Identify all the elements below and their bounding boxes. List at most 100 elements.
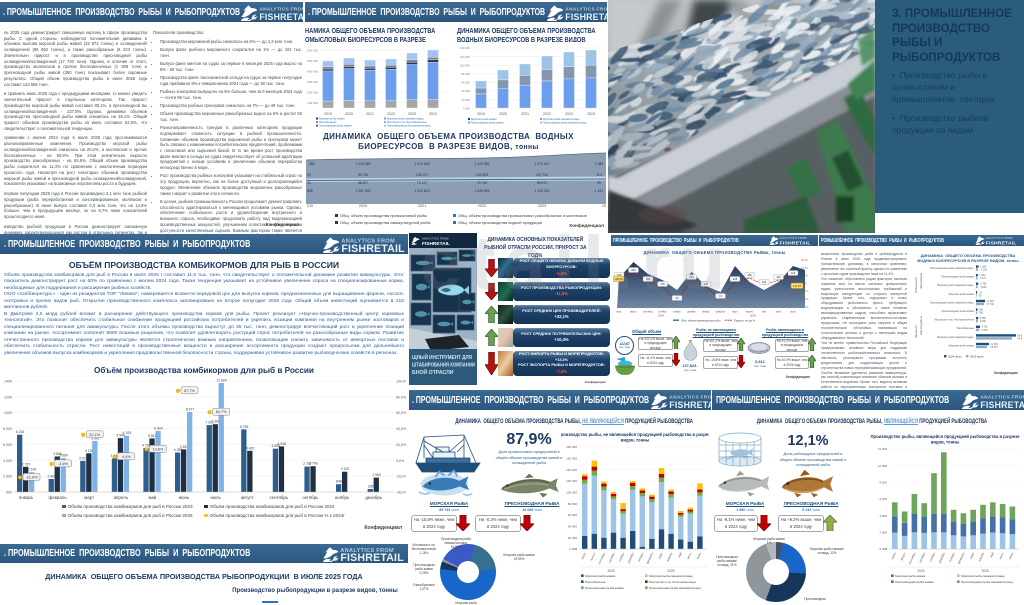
svg-text:60 000: 60 000 bbox=[461, 81, 470, 85]
svg-text:ANALYTICS FROM: ANALYTICS FROM bbox=[341, 238, 395, 244]
svg-text:17 740: 17 740 bbox=[987, 303, 995, 306]
svg-text:Пресноводная рыба свежая/охлаж: Пресноводная рыба свежая/охлажд. bbox=[649, 586, 702, 590]
svg-text:80 8: 80 8 bbox=[1018, 334, 1023, 337]
svg-text:60 000: 60 000 bbox=[568, 513, 578, 517]
svg-text:Морская рыба свежая/охлажд.: Морская рыба свежая/охлажд. bbox=[649, 574, 693, 578]
svg-text:январь: январь bbox=[19, 495, 34, 500]
svg-text:40 000: 40 000 bbox=[568, 525, 578, 529]
svg-text:8 000: 8 000 bbox=[3, 427, 12, 431]
svg-text:январь: январь bbox=[637, 551, 645, 562]
svg-text:FISHRETAIL: FISHRETAIL bbox=[422, 241, 450, 247]
svg-text:0 000: 0 000 bbox=[463, 106, 470, 110]
svg-text:2 000: 2 000 bbox=[3, 475, 12, 479]
svg-text:20: 20 bbox=[602, 204, 606, 208]
svg-text:июль: июль bbox=[580, 551, 587, 560]
svg-text:1 264: 1 264 bbox=[980, 266, 987, 269]
svg-text:FISHRETAIL: FISHRETAIL bbox=[780, 241, 811, 246]
svg-text:2023: 2023 bbox=[538, 204, 546, 208]
svg-text:1 125 320: 1 125 320 bbox=[534, 189, 549, 193]
svg-text:34: 34 bbox=[307, 181, 311, 185]
svg-text:1 384: 1 384 bbox=[595, 162, 604, 166]
svg-text:20 000: 20 000 bbox=[568, 536, 578, 540]
svg-text:ЩНЫЙ ИНСТРУМЕНТ ДЛЯ: ЩНЫЙ ИНСТРУМЕНТ ДЛЯ bbox=[412, 353, 472, 361]
svg-text:1000: 1000 bbox=[4, 411, 12, 415]
svg-text:1 079 812: 1 079 812 bbox=[534, 162, 549, 166]
svg-text:Пресноводная рыба живая: Пресноводная рыба живая bbox=[942, 275, 975, 279]
svg-text:3 372: 3 372 bbox=[79, 456, 88, 460]
svg-text:0: 0 bbox=[885, 547, 887, 551]
svg-text:1400: 1400 bbox=[4, 380, 12, 384]
svg-text:май: май bbox=[677, 551, 683, 558]
svg-text:февраль: февраль bbox=[716, 311, 726, 314]
svg-text:-21,6%: -21,6% bbox=[25, 475, 38, 479]
svg-text:1 210 609: 1 210 609 bbox=[414, 162, 429, 166]
svg-text:160 000: 160 000 bbox=[566, 457, 577, 461]
svg-text:4 196: 4 196 bbox=[85, 449, 94, 453]
svg-text:11 824: 11 824 bbox=[217, 379, 227, 383]
svg-text:Морская рыба живая: Морская рыба живая bbox=[895, 574, 926, 578]
svg-text:6 223: 6 223 bbox=[982, 329, 989, 332]
svg-text:2 146: 2 146 bbox=[28, 468, 37, 472]
svg-text:6 624: 6 624 bbox=[154, 426, 163, 430]
svg-text:1 161: 1 161 bbox=[595, 189, 604, 193]
svg-text:20,0%: 20,0% bbox=[801, 267, 809, 270]
svg-text:80 000: 80 000 bbox=[461, 72, 470, 76]
svg-text:90 726: 90 726 bbox=[358, 173, 368, 177]
svg-text:5 849: 5 849 bbox=[117, 434, 126, 438]
svg-text:ANALYTICS FROM: ANALYTICS FROM bbox=[422, 237, 449, 241]
svg-text:FISHRETAIL: FISHRETAIL bbox=[340, 552, 404, 562]
svg-text:120 000: 120 000 bbox=[566, 479, 577, 483]
svg-text:-3 127: -3 127 bbox=[979, 277, 986, 280]
svg-text:-10,0%: -10,0% bbox=[801, 290, 809, 293]
svg-text:6 000: 6 000 bbox=[3, 443, 12, 447]
svg-text:2 737: 2 737 bbox=[22, 462, 31, 466]
svg-text:2025: 2025 bbox=[981, 569, 988, 573]
svg-text:835: 835 bbox=[307, 189, 313, 193]
svg-text:июнь: июнь bbox=[179, 495, 190, 500]
svg-text:2020: 2020 bbox=[345, 112, 353, 116]
svg-text:Морская рыба живая: Морская рыба живая bbox=[949, 343, 975, 347]
svg-text:Морская рыба свежая/охлажд.: Морская рыба свежая/охлажд. bbox=[387, 117, 424, 121]
svg-text:ANALYTICS FROM: ANALYTICS FROM bbox=[565, 6, 607, 12]
svg-text:1 931: 1 931 bbox=[979, 274, 986, 277]
svg-text:Пресноводная рыба свежая/охлаж: Пресноводная рыба свежая/охлажд. bbox=[930, 300, 974, 304]
svg-text:4 467: 4 467 bbox=[246, 446, 255, 450]
svg-text:сентябрь: сентябрь bbox=[907, 551, 916, 565]
svg-text:200 000: 200 000 bbox=[307, 91, 318, 95]
svg-text:Ракообразные: Ракообразные bbox=[585, 580, 606, 584]
svg-text:март: март bbox=[969, 551, 976, 559]
svg-text:1 061 902: 1 061 902 bbox=[355, 189, 370, 193]
svg-text:2022: 2022 bbox=[387, 112, 395, 116]
svg-text:2024: 2024 bbox=[607, 569, 614, 573]
svg-text:Моллюски и пр. беспозвоночные: Моллюски и пр. беспозвоночные bbox=[934, 318, 974, 322]
svg-text:386: 386 bbox=[309, 162, 315, 166]
svg-text:июль: июль bbox=[890, 551, 897, 560]
svg-text:50: 50 bbox=[979, 294, 982, 297]
svg-text:4 694: 4 694 bbox=[272, 444, 281, 448]
svg-text:2 000: 2 000 bbox=[879, 531, 887, 535]
svg-text:100 000: 100 000 bbox=[307, 101, 318, 105]
svg-text:108 157: 108 157 bbox=[416, 173, 428, 177]
svg-text:август: август bbox=[241, 495, 254, 500]
svg-text:август: август bbox=[589, 551, 597, 561]
svg-text:6 795: 6 795 bbox=[240, 425, 249, 429]
svg-text:Промысел: Промысел bbox=[914, 325, 918, 338]
svg-text:ANALYTICS FROM: ANALYTICS FROM bbox=[980, 394, 1024, 400]
svg-text:2025: 2025 bbox=[750, 314, 756, 318]
svg-text:1 226 989: 1 226 989 bbox=[355, 162, 370, 166]
svg-text:-1 105: -1 105 bbox=[980, 269, 987, 272]
svg-text:ШТАБИРОВАНИЯ КОМПАНИИ: ШТАБИРОВАНИЯ КОМПАНИИ bbox=[412, 363, 475, 369]
svg-text:Ракообразные: Ракообразные bbox=[319, 120, 337, 124]
svg-text:3 685: 3 685 bbox=[980, 317, 987, 320]
svg-text:-20,0%: -20,0% bbox=[801, 298, 809, 301]
svg-text:декабрь: декабрь bbox=[626, 551, 635, 563]
svg-text:Пресноводная рыба живая: Пресноводная рыба живая bbox=[895, 580, 934, 584]
svg-text:0 000: 0 000 bbox=[569, 547, 577, 551]
svg-text:262: 262 bbox=[631, 268, 636, 272]
svg-text:20,0%: 20,0% bbox=[396, 443, 406, 447]
svg-text:500 000: 500 000 bbox=[307, 59, 318, 63]
svg-text:-4,6%: -4,6% bbox=[58, 462, 69, 466]
svg-text:3 680: 3 680 bbox=[59, 454, 68, 458]
svg-text:87,7%: 87,7% bbox=[184, 389, 195, 393]
svg-text:Производство рыбы, не являющей: Производство рыбы, не являющейся продукц… bbox=[561, 432, 709, 437]
